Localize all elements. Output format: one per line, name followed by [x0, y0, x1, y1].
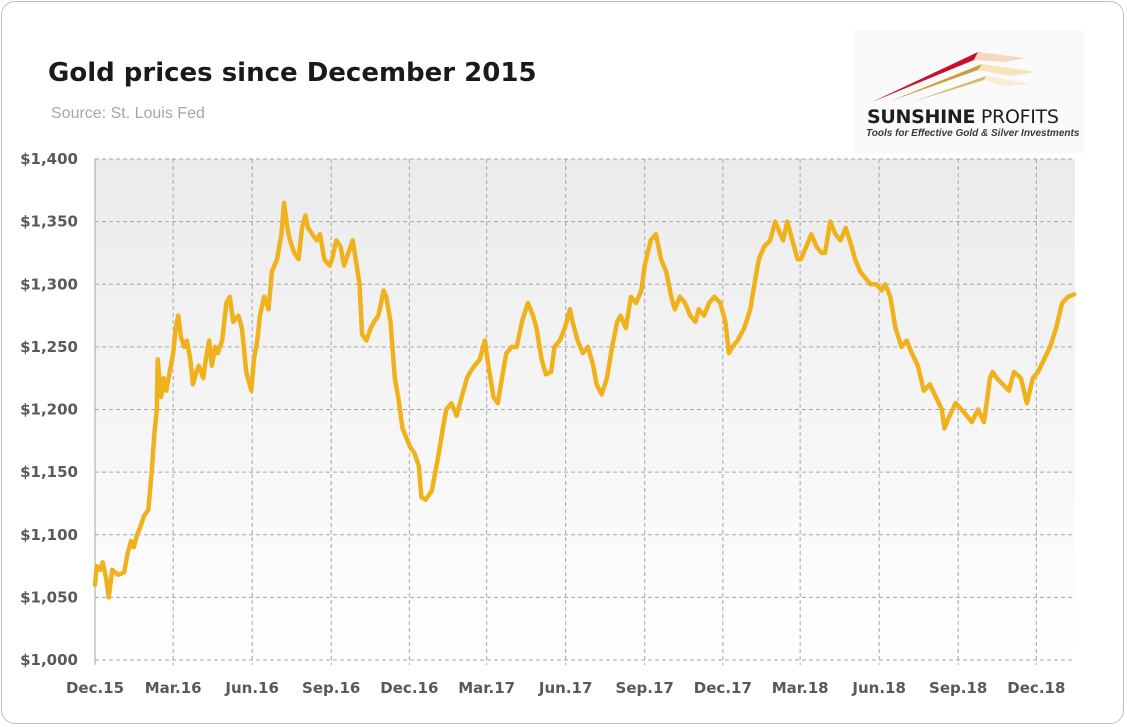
x-axis: Dec.15 Mar.16 Jun.16 Sep.16 Dec.16 Mar.17 Jun.… [66, 679, 1065, 697]
chart-subtitle: Source: St. Louis Fed [51, 105, 205, 122]
x-tick-label: Mar.18 [772, 679, 829, 697]
x-tick-label: Sep.17 [616, 679, 674, 697]
x-tick-label: Jun.17 [538, 679, 593, 697]
x-tick-label: Dec.17 [694, 679, 752, 697]
y-tick-label: $1,050 [20, 588, 78, 606]
y-tick-label: $1,150 [20, 463, 78, 481]
grid-lines [94, 158, 1075, 665]
y-axis: $1,000 $1,050 $1,100 $1,150 $1,200 $1,250 $1,3… [20, 150, 78, 669]
logo-swoosh-icon [872, 52, 1036, 102]
y-tick-label: $1,200 [20, 401, 78, 419]
x-tick-label: Jun.16 [224, 679, 279, 697]
sunshine-profits-logo: SUNSHINE PROFITS Tools for Effective Gol… [854, 30, 1084, 154]
logo-tagline: Tools for Effective Gold & Silver Invest… [866, 128, 1080, 139]
x-tick-label: Mar.16 [145, 679, 202, 697]
x-tick-label: Dec.18 [1007, 679, 1065, 697]
gold-price-line [92, 200, 1077, 600]
x-tick-label: Mar.17 [458, 679, 515, 697]
y-tick-label: $1,100 [20, 526, 78, 544]
y-tick-label: $1,000 [20, 651, 78, 669]
y-tick-label: $1,300 [20, 275, 78, 293]
x-tick-label: Sep.16 [302, 679, 360, 697]
chart-title: Gold prices since December 2015 [48, 58, 537, 88]
y-tick-label: $1,400 [20, 150, 78, 168]
x-tick-label: Sep.18 [929, 679, 987, 697]
x-tick-label: Dec.15 [66, 679, 124, 697]
x-tick-label: Jun.18 [851, 679, 906, 697]
logo-name: SUNSHINE PROFITS [867, 106, 1059, 128]
y-tick-label: $1,350 [20, 213, 78, 231]
x-tick-label: Dec.16 [380, 679, 438, 697]
y-tick-label: $1,250 [20, 338, 78, 356]
